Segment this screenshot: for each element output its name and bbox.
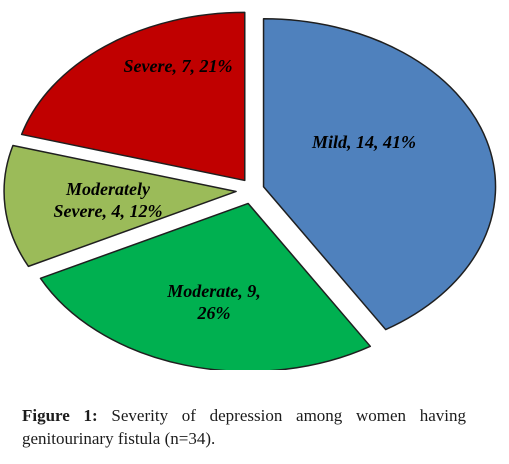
pie-slice-moderate [39,202,372,370]
pie-slice-mild [262,17,497,331]
pie-label-mild: Mild, 14, 41% [311,132,416,152]
pie-label-moderately: Moderately Severe, 4, 12% [54,179,163,221]
pie-label-severe: Severe, 7, 21% [124,56,233,76]
figure-caption: Figure 1: Severity of depression among w… [22,404,466,450]
figure-caption-text: Severity of depression among women havin… [22,406,467,448]
pie-label-moderate: Moderate, 9, 26% [166,281,261,323]
figure-caption-lead: Figure 1: [22,406,98,425]
pie-chart-canvas: Mild, 14, 41% Moderate, 9, 26% Moderately Se… [3,11,497,370]
pie-slice-moderately [3,144,237,268]
pie-chart: Mild, 14, 41% Moderate, 9, 26% Moderately Se… [3,11,497,370]
pie-slice-severe [20,11,246,182]
